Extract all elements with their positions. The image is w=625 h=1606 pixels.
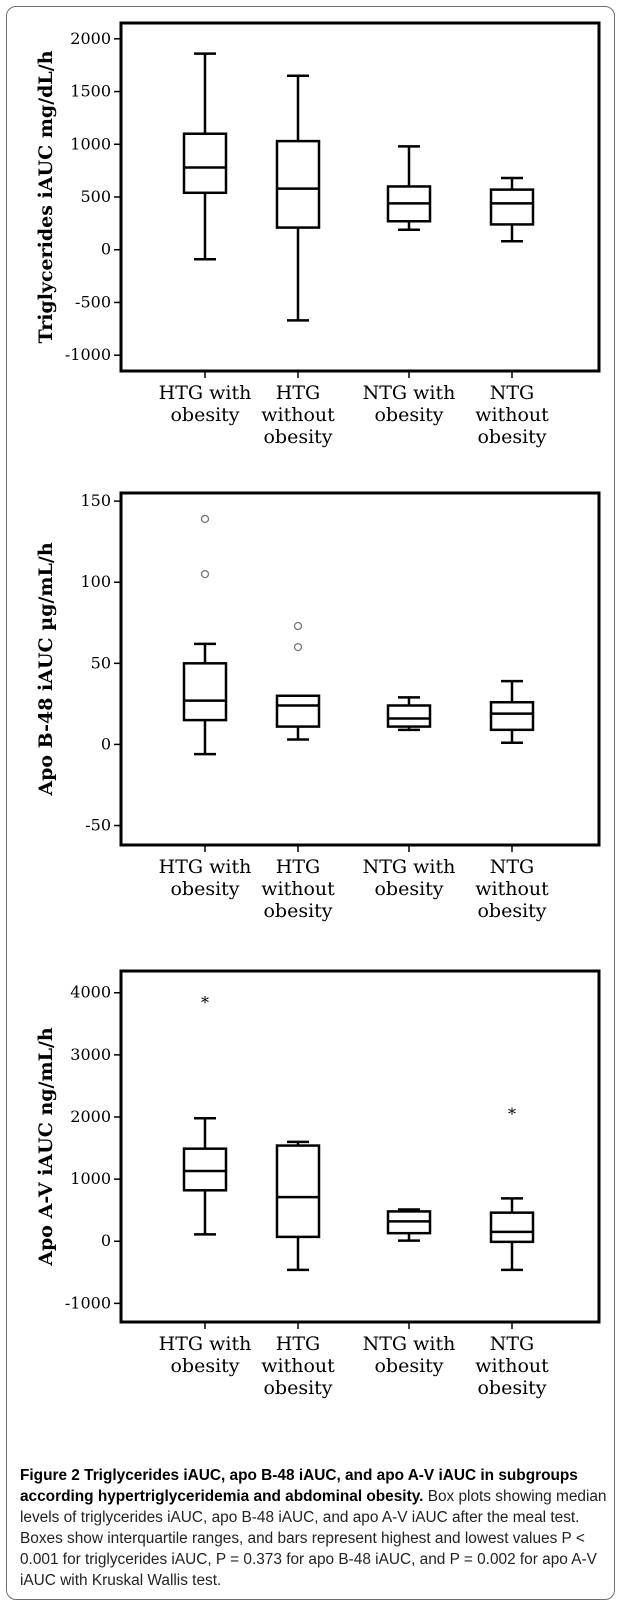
box-iqr <box>182 662 228 722</box>
category-label: NTG without obesity <box>475 382 549 448</box>
y-tick-label: 3000 <box>70 1045 111 1064</box>
y-tick-label: -500 <box>75 292 111 311</box>
category-label: NTG with obesity <box>363 1333 456 1377</box>
y-axis-title: Apo A-V iAUC ng/mL/h <box>35 1027 57 1267</box>
box-iqr <box>182 1147 228 1192</box>
box-iqr <box>489 1211 535 1244</box>
y-tick-label: 0 <box>101 1231 111 1250</box>
category-label: HTG without obesity <box>261 382 335 448</box>
y-axis-title: Apo B-48 iAUC µg/mL/h <box>35 542 57 796</box>
category-label: HTG with obesity <box>159 1333 252 1377</box>
box-iqr <box>386 704 432 728</box>
y-tick-label: -1000 <box>65 345 111 364</box>
y-tick-label: 100 <box>80 572 111 591</box>
category-label: HTG without obesity <box>261 856 335 922</box>
y-tick-label: 500 <box>80 187 111 206</box>
y-tick-label: 0 <box>101 734 111 753</box>
plot-area-3 <box>119 969 601 1324</box>
extreme-point: * <box>508 1104 516 1123</box>
y-tick-label: -1000 <box>65 1293 111 1312</box>
category-label: HTG with obesity <box>159 856 252 900</box>
figure-frame <box>6 6 615 1600</box>
plot-area-2 <box>119 491 601 847</box>
box-iqr <box>489 188 535 226</box>
category-label: HTG with obesity <box>159 382 252 426</box>
box-iqr <box>275 694 321 728</box>
y-axis-title: Triglycerides iAUC mg/dL/h <box>35 50 57 343</box>
outlier-point <box>293 621 303 631</box>
y-tick-label: 50 <box>91 653 111 672</box>
y-tick-label: 1000 <box>70 1169 111 1188</box>
outlier-point <box>200 569 210 579</box>
category-label: NTG with obesity <box>363 382 456 426</box>
category-label: NTG without obesity <box>475 856 549 922</box>
category-label: NTG with obesity <box>363 856 456 900</box>
box-iqr <box>489 701 535 732</box>
y-tick-label: -50 <box>85 816 111 835</box>
figure-caption: Figure 2 Triglycerides iAUC, apo B-48 iA… <box>20 1465 610 1591</box>
category-label: HTG without obesity <box>261 1333 335 1399</box>
outlier-point <box>200 514 210 524</box>
y-tick-label: 150 <box>80 491 111 510</box>
box-iqr <box>275 1144 321 1239</box>
y-tick-label: 2000 <box>70 29 111 48</box>
y-tick-label: 1000 <box>70 134 111 153</box>
category-label: NTG without obesity <box>475 1333 549 1399</box>
extreme-point: * <box>201 993 209 1012</box>
y-tick-label: 1500 <box>70 82 111 101</box>
caption-title: Figure 2 Triglycerides iAUC, apo B-48 iA… <box>20 1467 578 1505</box>
y-tick-label: 0 <box>101 240 111 259</box>
caption-body: Box plots showing median levels of trigl… <box>20 1488 607 1589</box>
box-iqr <box>275 139 321 229</box>
outlier-point <box>293 642 303 652</box>
y-tick-label: 4000 <box>70 983 111 1002</box>
y-tick-label: 2000 <box>70 1107 111 1126</box>
box-iqr <box>182 132 228 195</box>
